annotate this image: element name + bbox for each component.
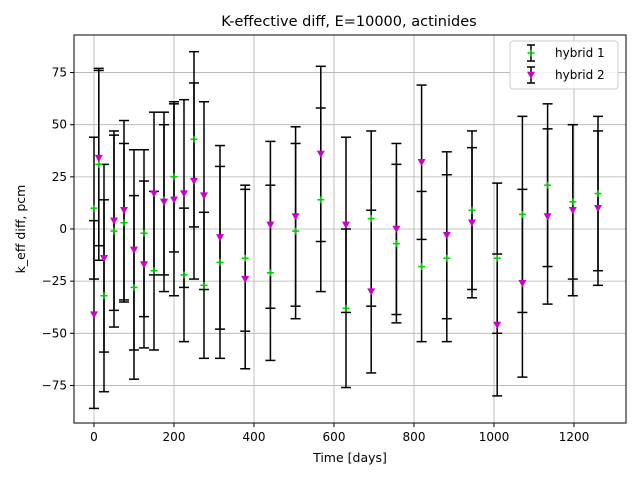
plus-marker <box>190 135 198 143</box>
triangle-marker <box>110 217 118 225</box>
y-tick-label: 25 <box>52 170 67 184</box>
plus-marker <box>317 196 325 204</box>
triangle-marker <box>266 221 275 229</box>
legend-label: hybrid 1 <box>555 46 605 60</box>
plus-marker <box>569 198 577 206</box>
triangle-marker <box>518 280 527 288</box>
legend-label: hybrid 2 <box>555 68 605 82</box>
plus-marker <box>170 173 178 181</box>
x-tick-label: 600 <box>323 430 346 444</box>
triangle-marker <box>241 275 250 284</box>
plus-marker <box>443 254 451 262</box>
x-tick-label: 1000 <box>479 430 510 444</box>
y-tick-label: 50 <box>52 118 67 132</box>
plus-marker <box>392 240 400 248</box>
triangle-marker <box>367 288 376 296</box>
plus-marker <box>130 283 138 291</box>
triangle-marker <box>170 196 178 204</box>
triangle-marker <box>130 246 138 254</box>
triangle-marker <box>90 311 98 319</box>
triangle-marker <box>442 232 451 240</box>
plus-marker <box>367 215 375 223</box>
legend-box <box>509 40 619 90</box>
triangle-marker <box>200 192 208 200</box>
plus-marker <box>200 281 208 289</box>
x-axis-label: Time [days] <box>312 450 387 465</box>
triangle-marker <box>392 225 401 233</box>
plus-marker <box>518 210 526 218</box>
triangle-marker <box>568 207 577 215</box>
axis-ticks: 0 200 400 600 800 1000 1200 −75 −50 −25 0 25 50 75 <box>42 66 590 444</box>
plus-marker <box>468 206 476 214</box>
plus-marker <box>342 304 350 312</box>
triangle-marker <box>190 177 198 186</box>
plus-marker <box>180 271 188 279</box>
triangle-marker <box>468 219 476 227</box>
plus-marker <box>418 263 426 271</box>
data-markers <box>90 135 602 329</box>
y-tick-label: 0 <box>59 222 67 236</box>
triangle-marker <box>180 190 188 198</box>
triangle-marker <box>291 213 300 221</box>
chart-title: K-effective diff, E=10000, actinides <box>221 14 476 30</box>
triangle-marker <box>316 150 325 158</box>
plus-marker <box>216 258 224 266</box>
y-axis-label: k_eff diff, pcm <box>13 185 28 274</box>
plus-marker <box>292 227 300 235</box>
triangle-marker <box>150 190 158 198</box>
x-tick-label: 200 <box>163 430 186 444</box>
triangle-marker <box>417 159 426 167</box>
triangle-marker <box>94 154 103 163</box>
plus-marker <box>90 204 98 212</box>
plus-marker <box>493 254 501 262</box>
y-tick-label: −50 <box>42 326 67 340</box>
legend: hybrid 1 hybrid 2 <box>509 40 619 90</box>
x-tick-label: 800 <box>403 430 426 444</box>
triangle-marker <box>216 234 224 242</box>
plus-marker <box>140 229 148 237</box>
triangle-marker <box>120 207 128 215</box>
x-tick-label: 0 <box>90 430 98 444</box>
triangle-marker <box>342 221 350 229</box>
plus-marker <box>594 190 602 198</box>
plus-marker <box>120 219 128 227</box>
plus-marker <box>266 269 274 277</box>
legend-marker <box>527 71 535 79</box>
x-tick-label: 400 <box>243 430 266 444</box>
plus-marker <box>241 254 249 262</box>
y-tick-label: 75 <box>52 66 67 80</box>
triangle-marker <box>160 198 168 206</box>
y-tick-label: −25 <box>42 274 67 288</box>
x-tick-label: 1200 <box>559 430 590 444</box>
triangle-marker <box>543 213 552 221</box>
plus-marker <box>544 181 552 189</box>
triangle-marker <box>100 255 108 263</box>
triangle-marker <box>594 204 602 213</box>
plus-marker <box>150 267 158 275</box>
triangle-marker <box>140 261 148 269</box>
triangle-marker <box>493 321 502 329</box>
plus-marker <box>110 227 118 235</box>
y-tick-label: −75 <box>42 378 67 392</box>
plus-marker <box>100 292 108 300</box>
